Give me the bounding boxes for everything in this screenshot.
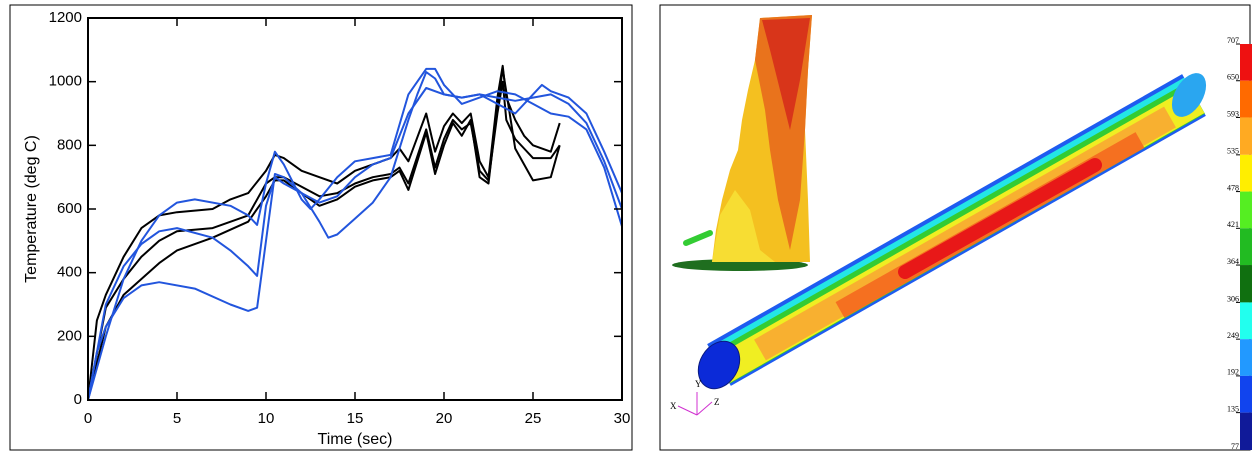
series-line xyxy=(87,71,623,401)
x-tick-label: 10 xyxy=(258,410,275,427)
y-tick-label: 0 xyxy=(74,391,82,408)
colorbar-swatch xyxy=(1240,44,1252,81)
triad-label: X xyxy=(670,401,677,411)
triad-label: Y xyxy=(695,379,702,389)
colorbar-label: 135 xyxy=(1227,404,1239,413)
x-tick-label: 5 xyxy=(173,410,181,427)
colorbar-label: 478 xyxy=(1227,183,1239,192)
colorbar-label: 535 xyxy=(1227,147,1239,156)
render-3d: X Y Z xyxy=(670,15,1207,416)
colorbar-label: 593 xyxy=(1227,109,1239,118)
series-line xyxy=(87,67,561,401)
colorbar-swatch xyxy=(1240,191,1252,229)
colorbar-label: 364 xyxy=(1227,257,1239,266)
series-line xyxy=(87,80,561,401)
left-panel xyxy=(9,4,633,451)
colorbar-swatch xyxy=(1240,265,1252,303)
colorbar-label: 421 xyxy=(1227,220,1239,229)
colorbar-swatch xyxy=(1240,80,1252,118)
series-line xyxy=(87,67,623,401)
colorbar-label: 707 xyxy=(1227,36,1239,45)
colorbar-label: 306 xyxy=(1227,294,1239,303)
colorbar-swatch xyxy=(1240,117,1252,155)
y-tick-label: 600 xyxy=(57,200,82,217)
x-tick-label: 20 xyxy=(436,410,453,427)
y-tick-label: 400 xyxy=(57,264,82,281)
triad-x xyxy=(677,405,698,416)
tube-hot-spot xyxy=(898,158,1102,279)
y-axis-label: Temperature (deg C) xyxy=(23,135,40,283)
triad-label: Z xyxy=(714,397,720,407)
tube-end xyxy=(1171,73,1207,117)
colorbar-swatch xyxy=(1240,412,1252,450)
axis-triad xyxy=(677,392,713,416)
tube-end-cap xyxy=(697,340,741,390)
x-tick-label: 25 xyxy=(525,410,542,427)
colorbar-swatch xyxy=(1240,375,1252,413)
colorbar-label: 77 xyxy=(1231,442,1239,451)
x-tick-label: 30 xyxy=(614,410,631,427)
small-cylinder xyxy=(683,230,713,246)
triad-z xyxy=(696,401,713,416)
colorbar: 707 650 593 535 478 421 364 306 249 192 135 77 xyxy=(1227,36,1252,451)
y-tick-label: 200 xyxy=(57,327,82,344)
colorbar-swatch xyxy=(1240,154,1252,192)
y-tick-label: 1000 xyxy=(49,73,82,90)
colorbar-label: 650 xyxy=(1227,73,1239,82)
x-tick-label: 0 xyxy=(84,410,92,427)
colorbar-swatch xyxy=(1240,339,1252,376)
line-chart: Time (sec) Temperature (deg C) 020040060… xyxy=(23,9,630,448)
series-line xyxy=(87,87,623,401)
object-base xyxy=(712,190,775,262)
colorbar-label: 192 xyxy=(1227,368,1239,377)
y-tick-label: 800 xyxy=(57,136,82,153)
y-tick-label: 1200 xyxy=(49,9,82,26)
colorbar-swatch xyxy=(1240,302,1252,340)
colorbar-label: 249 xyxy=(1227,331,1239,340)
x-axis-label: Time (sec) xyxy=(318,431,393,448)
object-top xyxy=(762,18,810,130)
colorbar-swatch xyxy=(1240,228,1252,266)
x-tick-label: 15 xyxy=(347,410,364,427)
